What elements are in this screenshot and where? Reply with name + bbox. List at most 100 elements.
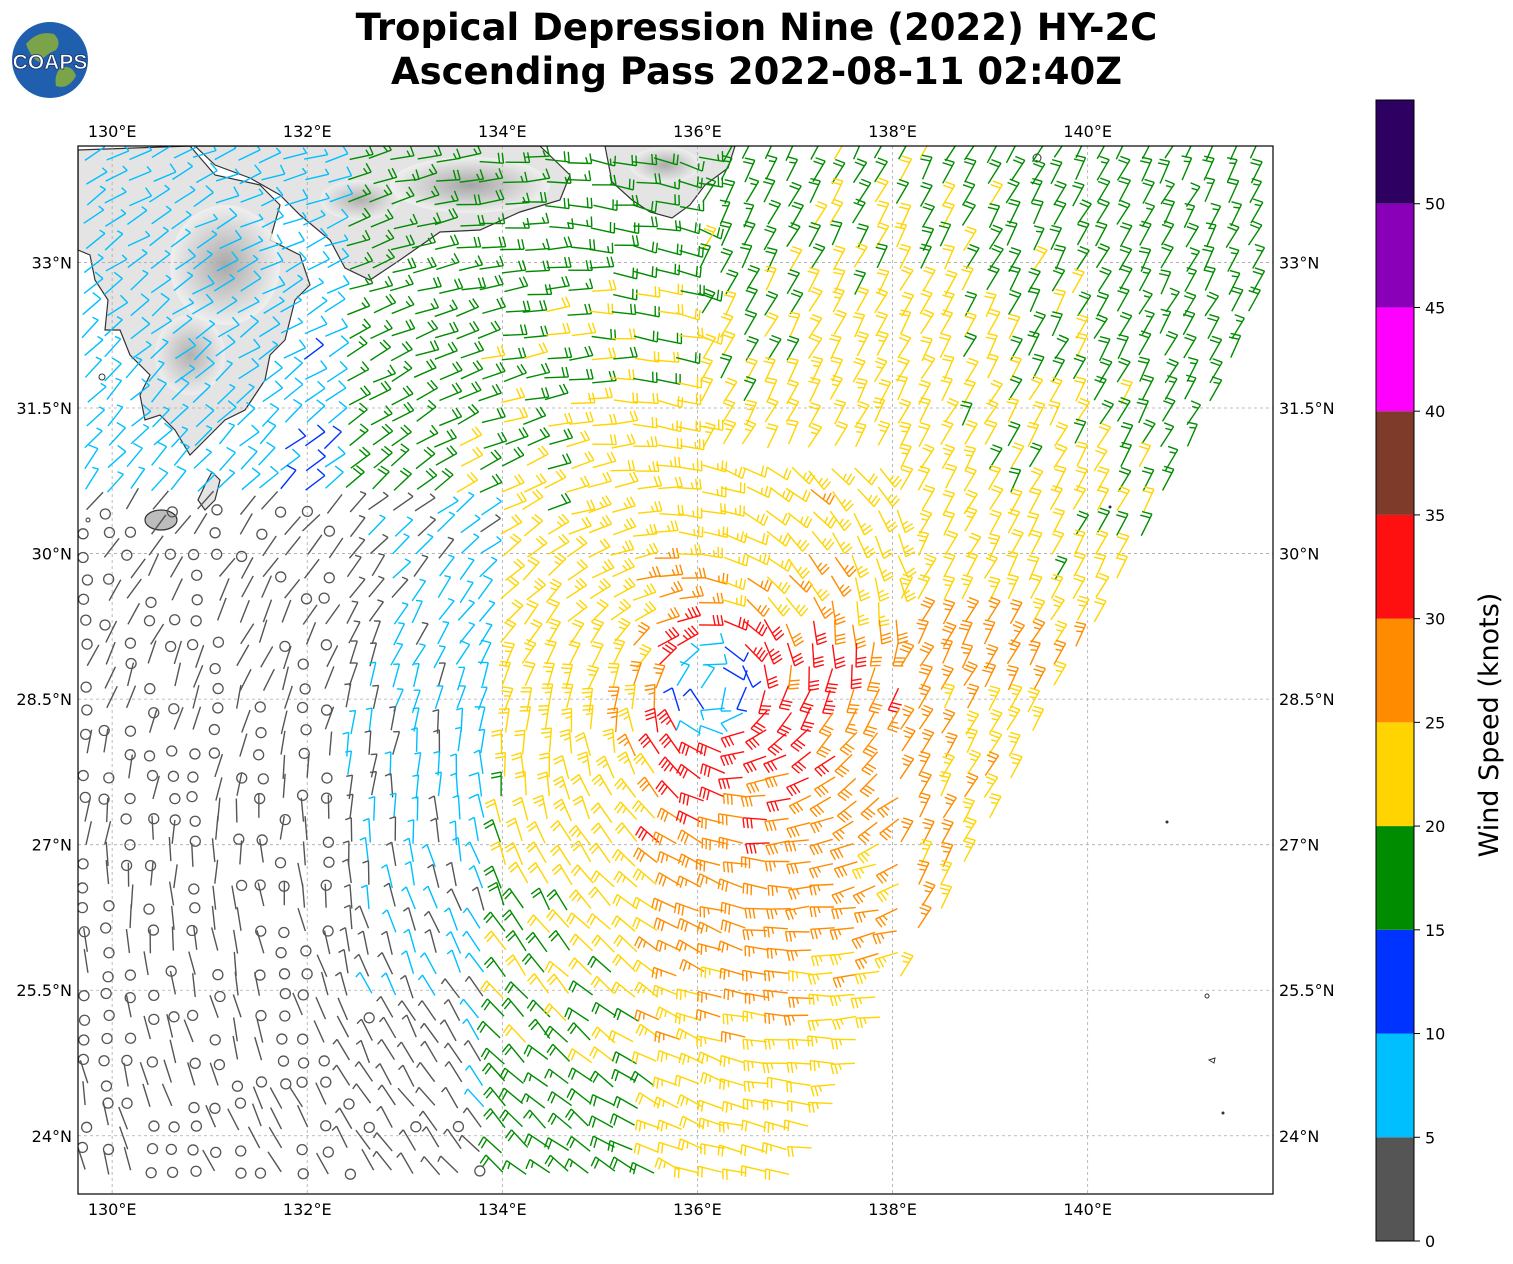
wind-barb [854, 970, 880, 985]
wind-barb [629, 1070, 655, 1087]
wind-barb [523, 513, 544, 537]
wind-barb [1032, 353, 1045, 379]
wind-barb [634, 392, 659, 405]
wind-barb [505, 427, 529, 445]
wind-barb [1116, 357, 1131, 383]
wind-barb [521, 953, 545, 973]
wind-barb [258, 340, 279, 361]
calm-wind-mark [121, 549, 133, 561]
wind-barb [787, 885, 813, 900]
wind-barb [940, 420, 954, 446]
wind-barb [476, 1020, 501, 1039]
wind-barb [209, 1062, 219, 1086]
wind-barb [129, 187, 153, 207]
wind-barb [217, 316, 240, 338]
wind-barb [723, 616, 749, 631]
wind-barb [380, 930, 393, 955]
lat-label-left: 25.5°N [16, 981, 72, 1000]
wind-barb [107, 444, 127, 469]
wind-barb [125, 993, 132, 1018]
wind-barb [305, 168, 330, 181]
small-island [1108, 505, 1112, 509]
wind-barb [231, 885, 237, 910]
wind-barb [393, 467, 412, 491]
wind-barb [239, 668, 252, 691]
wind-barb [446, 949, 462, 973]
wind-barb [375, 1063, 392, 1086]
wind-barb [1138, 442, 1152, 468]
wind-barb [414, 752, 422, 777]
wind-barb [571, 499, 596, 515]
wind-barb [1096, 291, 1110, 317]
wind-barb [1073, 551, 1087, 577]
wind-barb [1116, 396, 1131, 422]
wind-barb [1076, 220, 1090, 246]
wind-barb [658, 396, 684, 409]
wind-barb [677, 1138, 703, 1151]
wind-barb [965, 710, 980, 736]
wind-barb [104, 230, 124, 251]
wind-barb [1165, 287, 1180, 313]
wind-barb [610, 460, 636, 472]
wind-barb [482, 297, 507, 315]
wind-barb [810, 146, 819, 160]
wind-barb [284, 428, 307, 450]
wind-barb [349, 423, 369, 447]
wind-barb [360, 884, 370, 910]
wind-barb [267, 1151, 282, 1173]
wind-barb [857, 178, 872, 204]
wind-barb [369, 380, 392, 401]
wind-barb [151, 441, 168, 466]
wind-barb [462, 930, 481, 952]
wind-barb [850, 664, 862, 690]
wind-barb [439, 407, 463, 427]
wind-barb [982, 619, 996, 645]
calm-wind-mark [165, 1143, 178, 1156]
wind-barb [617, 707, 634, 732]
wind-barb [268, 1126, 283, 1149]
wind-barb [922, 554, 937, 580]
wind-barb [434, 234, 460, 250]
wind-barb [262, 668, 275, 691]
wind-barb [443, 1128, 462, 1150]
wind-barb [480, 980, 504, 999]
wind-barb [151, 815, 155, 840]
wind-barb [1074, 376, 1087, 402]
wind-barb [763, 664, 779, 689]
wind-barb [984, 419, 998, 445]
wind-barb [505, 217, 530, 229]
wind-barb [744, 992, 770, 1005]
wind-barb [328, 166, 353, 183]
wind-barb [1031, 199, 1044, 225]
wind-barb [438, 536, 455, 559]
calm-wind-mark [125, 657, 137, 670]
wind-barb [491, 729, 503, 755]
wind-barb [918, 792, 931, 818]
wind-barb [961, 265, 974, 291]
calm-wind-mark [103, 526, 116, 539]
calm-wind-mark [323, 856, 335, 868]
wind-barb [372, 1132, 393, 1152]
wind-barb [545, 598, 560, 624]
wind-barb [856, 535, 876, 559]
wind-barb [1095, 243, 1111, 269]
wind-barb [194, 425, 213, 447]
wind-barb [523, 325, 549, 339]
calm-wind-mark [120, 859, 133, 872]
wind-barb [876, 330, 889, 356]
wind-barb [348, 662, 359, 686]
wind-barb [721, 1100, 747, 1113]
wind-barb [960, 574, 974, 600]
wind-barb [789, 289, 804, 315]
calm-wind-mark [144, 859, 157, 872]
wind-barb [457, 403, 480, 425]
wind-barb [766, 1076, 792, 1089]
wind-barb [896, 509, 915, 534]
wind-barb [372, 465, 390, 490]
wind-barb [919, 838, 933, 865]
wind-barb [567, 153, 593, 165]
wind-barb [964, 419, 978, 445]
wind-barb [634, 1009, 660, 1022]
wind-barb [403, 837, 415, 862]
wind-barb [269, 1087, 283, 1109]
